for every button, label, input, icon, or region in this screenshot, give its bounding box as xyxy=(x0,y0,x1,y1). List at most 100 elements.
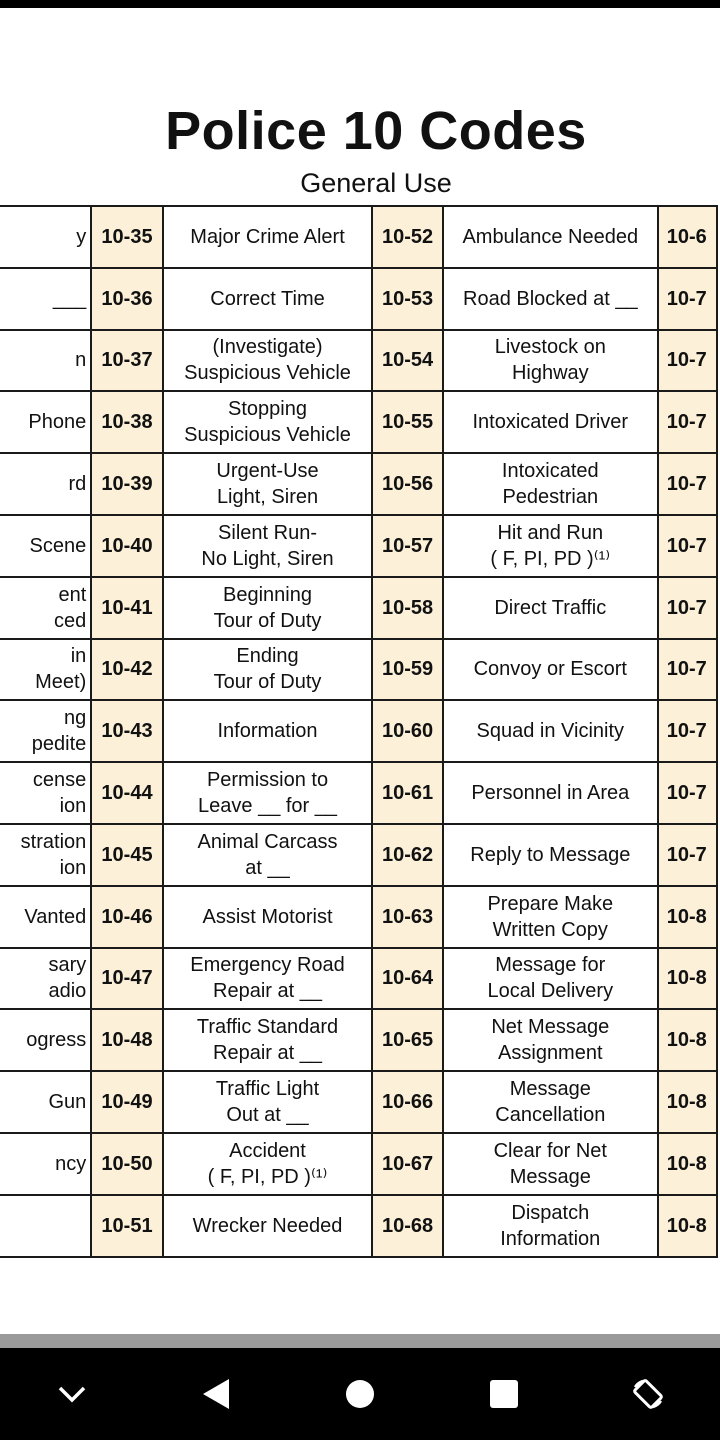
code-description-partial xyxy=(0,1193,93,1258)
code-description: Squad in Vicinity xyxy=(441,699,659,764)
table-row: Vanted 10-46 Assist Motorist 10-63 Prepare M… xyxy=(0,884,719,949)
code-description: Message Cancellation xyxy=(441,1070,659,1134)
scroll-indicator xyxy=(0,1334,720,1348)
code-description: Correct Time xyxy=(161,266,374,331)
code-description-partial: ogress xyxy=(0,1008,93,1073)
code-number: 10-61 xyxy=(371,761,444,825)
table-row: ent ced 10-41 Beginning Tour of Duty 10-58 Dir… xyxy=(0,575,719,640)
table-row: Phone 10-38 Stopping Suspicious Vehicle 10-5… xyxy=(0,390,719,455)
code-description-partial: ncy xyxy=(0,1131,93,1196)
code-description: Intoxicated Driver xyxy=(441,390,659,455)
table-row: 10-51 Wrecker Needed 10-68 Dispatch Informat… xyxy=(0,1193,719,1258)
code-number: 10-36 xyxy=(90,266,164,331)
code-number: 10-51 xyxy=(90,1193,164,1258)
table-row: y 10-35 Major Crime Alert 10-52 Ambulance Ne… xyxy=(0,205,719,269)
code-number: 10-54 xyxy=(371,328,444,393)
code-description-partial: n xyxy=(0,328,93,393)
code-description: Livestock on Highway xyxy=(441,328,659,393)
code-description: Convoy or Escort xyxy=(441,637,659,702)
code-number-partial: 10-7 xyxy=(656,328,719,393)
table-row: Gun 10-49 Traffic Light Out at __ 10-66 Messa… xyxy=(0,1070,719,1134)
code-number-partial: 10-7 xyxy=(656,266,719,331)
code-description: Wrecker Needed xyxy=(161,1193,374,1258)
table-row: in Meet) 10-42 Ending Tour of Duty 10-59 Convo… xyxy=(0,637,719,702)
code-number: 10-52 xyxy=(371,205,444,269)
code-number: 10-40 xyxy=(90,513,164,578)
code-number: 10-37 xyxy=(90,328,164,393)
table-row: ncy 10-50 Accident( F, PI, PD )⁽¹⁾ 10-67 Cle… xyxy=(0,1131,719,1196)
code-number: 10-64 xyxy=(371,946,444,1011)
code-description: Traffic Standard Repair at __ xyxy=(161,1008,374,1073)
code-description: Information xyxy=(161,699,374,764)
chevron-down-icon[interactable] xyxy=(42,1364,102,1424)
code-description: Ending Tour of Duty xyxy=(161,637,374,702)
table-row: ng pedite 10-43 Information 10-60 Squad in Vi… xyxy=(0,699,719,764)
code-description: Animal Carcass at __ xyxy=(161,822,374,887)
code-number-partial: 10-6 xyxy=(656,205,719,269)
navigation-bar xyxy=(0,1348,720,1440)
code-number: 10-58 xyxy=(371,575,444,640)
rotate-icon[interactable] xyxy=(618,1364,678,1424)
code-number-partial: 10-8 xyxy=(656,1008,719,1073)
code-number: 10-44 xyxy=(90,761,164,825)
code-number-partial: 10-8 xyxy=(656,884,719,949)
table-row: sary adio 10-47 Emergency Road Repair at __ 1… xyxy=(0,946,719,1011)
code-description-partial: sary adio xyxy=(0,946,93,1011)
code-number: 10-53 xyxy=(371,266,444,331)
code-number: 10-56 xyxy=(371,452,444,516)
code-description: Net Message Assignment xyxy=(441,1008,659,1073)
code-number: 10-63 xyxy=(371,884,444,949)
code-number: 10-47 xyxy=(90,946,164,1011)
code-number: 10-49 xyxy=(90,1070,164,1134)
code-description: Permission to Leave __ for __ xyxy=(161,761,374,825)
code-number: 10-57 xyxy=(371,513,444,578)
recents-icon[interactable] xyxy=(474,1364,534,1424)
code-number: 10-42 xyxy=(90,637,164,702)
code-number-partial: 10-8 xyxy=(656,946,719,1011)
table-row: stration ion 10-45 Animal Carcass at __ 10-62… xyxy=(0,822,719,887)
code-number: 10-50 xyxy=(90,1131,164,1196)
table-row: cense ion 10-44 Permission to Leave __ for _… xyxy=(0,761,719,825)
code-description-partial: Vanted xyxy=(0,884,93,949)
code-description-partial: Phone xyxy=(0,390,93,455)
code-number: 10-48 xyxy=(90,1008,164,1073)
code-description: Prepare Make Written Copy xyxy=(441,884,659,949)
home-icon[interactable] xyxy=(330,1364,390,1424)
codes-table: y 10-35 Major Crime Alert 10-52 Ambulance Ne… xyxy=(0,205,719,1258)
table-row: ___ 10-36 Correct Time 10-53 Road Blocked at… xyxy=(0,266,719,331)
code-description: Accident( F, PI, PD )⁽¹⁾ xyxy=(161,1131,374,1196)
code-number-partial: 10-8 xyxy=(656,1193,719,1258)
code-number-partial: 10-7 xyxy=(656,575,719,640)
code-description-partial: ___ xyxy=(0,266,93,331)
code-number-partial: 10-7 xyxy=(656,822,719,887)
code-description: Beginning Tour of Duty xyxy=(161,575,374,640)
code-description-partial: Gun xyxy=(0,1070,93,1134)
code-description-partial: in Meet) xyxy=(0,637,93,702)
code-number: 10-66 xyxy=(371,1070,444,1134)
code-number: 10-46 xyxy=(90,884,164,949)
back-icon[interactable] xyxy=(186,1364,246,1424)
table-row: n 10-37 (Investigate) Suspicious Vehicle 10-… xyxy=(0,328,719,393)
table-row: rd 10-39 Urgent-Use Light, Siren 10-56 Intoxi… xyxy=(0,452,719,516)
code-description-partial: cense ion xyxy=(0,761,93,825)
code-description: Clear for Net Message xyxy=(441,1131,659,1196)
code-number: 10-68 xyxy=(371,1193,444,1258)
code-description: Traffic Light Out at __ xyxy=(161,1070,374,1134)
code-number-partial: 10-7 xyxy=(656,452,719,516)
document-subtitle: General Use xyxy=(300,168,452,198)
code-description-partial: ent ced xyxy=(0,575,93,640)
code-number-partial: 10-8 xyxy=(656,1070,719,1134)
code-number: 10-67 xyxy=(371,1131,444,1196)
code-description-partial: y xyxy=(0,205,93,269)
code-number: 10-59 xyxy=(371,637,444,702)
document-title: Police 10 Codes xyxy=(165,101,587,161)
code-description: Assist Motorist xyxy=(161,884,374,949)
code-number: 10-62 xyxy=(371,822,444,887)
code-number: 10-43 xyxy=(90,699,164,764)
code-description: Major Crime Alert xyxy=(161,205,374,269)
code-number: 10-41 xyxy=(90,575,164,640)
code-description: Ambulance Needed xyxy=(441,205,659,269)
code-description: Reply to Message xyxy=(441,822,659,887)
status-bar xyxy=(0,0,720,8)
code-description: Emergency Road Repair at __ xyxy=(161,946,374,1011)
